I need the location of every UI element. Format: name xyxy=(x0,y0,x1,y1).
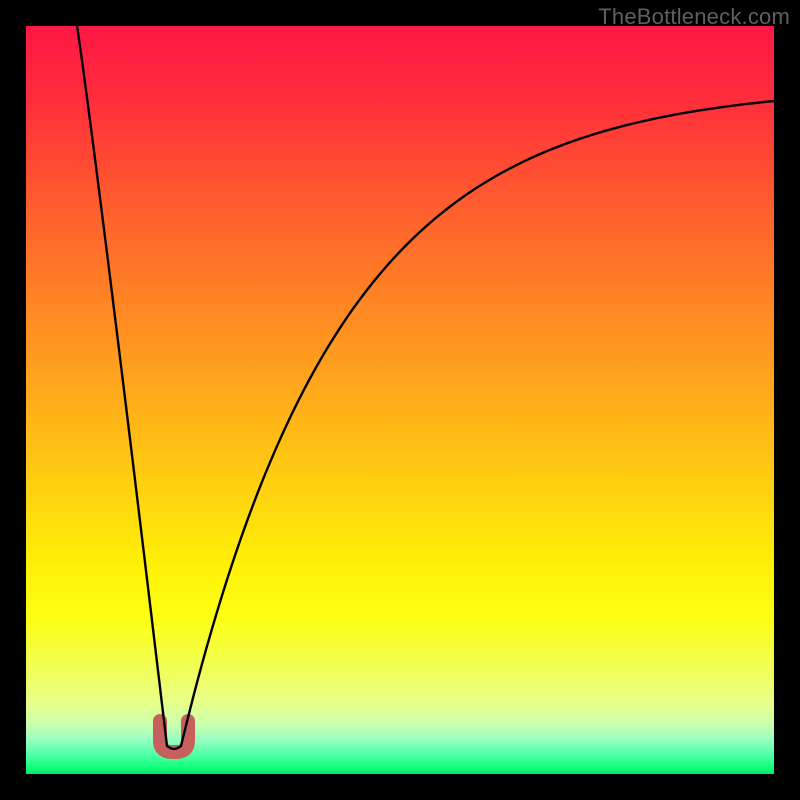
gradient-background xyxy=(26,26,774,774)
chart-plot-area xyxy=(26,26,774,774)
bottleneck-chart xyxy=(26,26,774,774)
